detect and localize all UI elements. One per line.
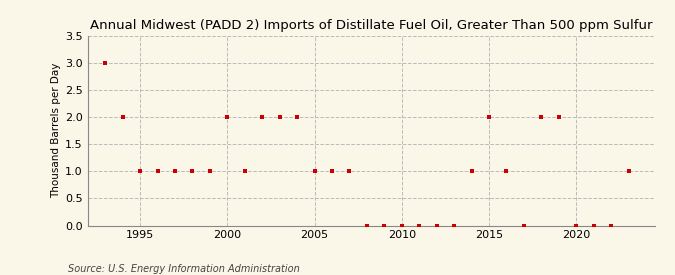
Point	[466, 169, 477, 174]
Title: Annual Midwest (PADD 2) Imports of Distillate Fuel Oil, Greater Than 500 ppm Sul: Annual Midwest (PADD 2) Imports of Disti…	[90, 19, 653, 32]
Point	[449, 223, 460, 228]
Point	[379, 223, 389, 228]
Point	[327, 169, 338, 174]
Point	[396, 223, 407, 228]
Point	[117, 115, 128, 119]
Point	[222, 115, 233, 119]
Point	[309, 169, 320, 174]
Point	[205, 169, 215, 174]
Point	[605, 223, 616, 228]
Point	[483, 115, 494, 119]
Point	[501, 169, 512, 174]
Point	[274, 115, 285, 119]
Point	[187, 169, 198, 174]
Point	[344, 169, 355, 174]
Point	[518, 223, 529, 228]
Text: Source: U.S. Energy Information Administration: Source: U.S. Energy Information Administ…	[68, 264, 299, 274]
Point	[100, 61, 111, 65]
Point	[169, 169, 180, 174]
Point	[623, 169, 634, 174]
Point	[362, 223, 373, 228]
Point	[589, 223, 599, 228]
Point	[292, 115, 302, 119]
Point	[152, 169, 163, 174]
Point	[135, 169, 146, 174]
Point	[240, 169, 250, 174]
Point	[431, 223, 442, 228]
Point	[571, 223, 582, 228]
Point	[554, 115, 564, 119]
Point	[414, 223, 425, 228]
Point	[536, 115, 547, 119]
Point	[256, 115, 267, 119]
Y-axis label: Thousand Barrels per Day: Thousand Barrels per Day	[51, 63, 61, 198]
